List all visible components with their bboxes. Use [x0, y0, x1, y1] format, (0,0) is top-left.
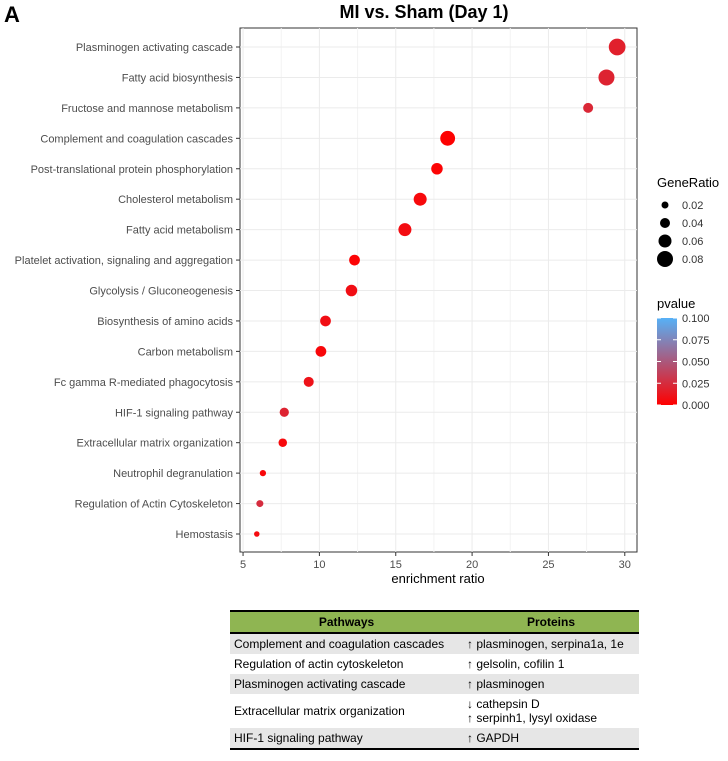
data-points	[254, 38, 626, 537]
proteins-cell: ↓ cathepsin D ↑ serpinh1, lysyl oxidase	[463, 694, 639, 728]
column-header-proteins: Proteins	[462, 610, 639, 634]
color-bar	[657, 318, 677, 405]
y-tick-label: Fc gamma R-mediated phagocytosis	[54, 377, 234, 389]
data-point	[279, 407, 289, 417]
y-tick-label: Plasminogen activating cascade	[76, 42, 233, 54]
proteins-cell: ↑ gelsolin, cofilin 1	[463, 654, 639, 674]
x-axis-label: enrichment ratio	[391, 571, 484, 586]
x-tick-label: 30	[619, 559, 631, 571]
data-point	[413, 192, 427, 206]
pathway-cell: Regulation of actin cytoskeleton	[234, 657, 404, 671]
protein-line: ↑ serpinh1, lysyl oxidase	[466, 711, 598, 725]
y-tick-label: Fatty acid metabolism	[126, 225, 233, 237]
protein-line: ↓ cathepsin D	[466, 697, 540, 711]
table-header-row: Pathways Proteins	[230, 610, 639, 634]
proteins-cell: ↑ plasminogen, serpina1a, 1e	[462, 633, 639, 654]
size-legend-label: 0.04	[682, 218, 703, 230]
proteins-cell: ↑ plasminogen	[462, 674, 639, 694]
size-legend-label: 0.02	[682, 200, 703, 212]
data-point	[303, 376, 314, 387]
y-tick-label: Post-translational protein phosphorylati…	[31, 164, 233, 176]
data-point	[315, 346, 327, 357]
y-tick-label: Fatty acid biosynthesis	[122, 72, 234, 84]
color-legend-label: 0.025	[682, 378, 710, 390]
size-legend: GeneRatio 0.02 0.04 0.06 0.08	[657, 175, 719, 267]
dot-plot: Plasminogen activating cascade Fatty acid…	[15, 27, 719, 586]
pathway-cell: HIF-1 signaling pathway	[230, 728, 463, 750]
y-tick-label: Extracellular matrix organization	[76, 438, 233, 450]
grid-lines	[240, 28, 637, 552]
table-row: Complement and coagulation cascades ↑ pla…	[230, 633, 639, 654]
color-legend-title: pvalue	[657, 296, 695, 311]
pathway-cell: Extracellular matrix organization	[234, 704, 405, 718]
y-tick-label: HIF-1 signaling pathway	[115, 407, 234, 419]
data-point	[254, 531, 260, 537]
protein-line: ↑ plasminogen	[466, 677, 545, 691]
data-point	[608, 38, 626, 56]
size-legend-label: 0.06	[682, 236, 703, 248]
data-point	[256, 500, 264, 508]
y-tick-labels: Plasminogen activating cascade Fatty acid…	[15, 42, 240, 541]
data-point	[349, 254, 360, 266]
size-legend-label: 0.08	[682, 254, 703, 266]
protein-line: ↑ plasminogen, serpina1a, 1e	[466, 637, 624, 651]
column-header-pathways: Pathways	[230, 610, 463, 634]
color-legend: pvalue 0.100 0.075 0.050 0.025 0.000	[657, 296, 710, 412]
chart-title: MI vs. Sham (Day 1)	[339, 2, 509, 22]
y-tick-label: Glycolysis / Gluconeogenesis	[89, 286, 233, 298]
x-tick-labels: 5 10 15 20 25 30	[240, 552, 631, 571]
y-tick-label: Regulation of Actin Cytoskeleton	[75, 499, 233, 511]
data-point	[440, 130, 456, 146]
size-legend-dot	[661, 201, 669, 209]
color-legend-label: 0.050	[682, 357, 710, 369]
color-legend-label: 0.075	[682, 335, 710, 347]
size-legend-dot	[660, 218, 670, 228]
y-tick-label: Platelet activation, signaling and aggre…	[15, 255, 233, 267]
table-row: HIF-1 signaling pathway ↑ GAPDH	[230, 728, 639, 750]
y-tick-label: Hemostasis	[176, 529, 234, 541]
color-legend-label: 0.000	[682, 400, 710, 412]
data-point	[598, 69, 615, 86]
data-point	[278, 438, 288, 447]
y-tick-label: Neutrophil degranulation	[113, 468, 233, 480]
size-legend-title: GeneRatio	[657, 175, 719, 190]
proteins-cell: ↑ GAPDH	[462, 728, 639, 750]
x-tick-label: 5	[240, 559, 246, 571]
table-row: Extracellular matrix organization ↓ cathe…	[230, 694, 639, 728]
x-tick-label: 15	[390, 559, 402, 571]
data-point	[259, 470, 267, 477]
pathway-cell: Complement and coagulation cascades	[230, 633, 463, 654]
protein-line: ↑ GAPDH	[466, 731, 519, 745]
data-point	[345, 284, 358, 297]
x-tick-label: 25	[542, 559, 554, 571]
table-row: Plasminogen activating cascade ↑ plasmino…	[230, 674, 639, 694]
y-tick-label: Biosynthesis of amino acids	[97, 316, 233, 328]
x-tick-label: 10	[313, 559, 325, 571]
data-point	[431, 163, 443, 175]
y-tick-label: Carbon metabolism	[138, 346, 233, 358]
size-legend-dot	[658, 234, 672, 248]
color-legend-label: 0.100	[682, 313, 710, 325]
data-point	[320, 315, 331, 327]
data-point	[583, 102, 594, 113]
panel-label: A	[4, 2, 20, 27]
x-tick-label: 20	[466, 559, 478, 571]
data-point	[398, 223, 412, 237]
pathway-table: Pathways Proteins Complement and coagula…	[230, 610, 639, 750]
y-tick-label: Complement and coagulation cascades	[40, 133, 233, 145]
y-tick-label: Fructose and mannose metabolism	[61, 103, 233, 115]
pathway-cell: Plasminogen activating cascade	[230, 674, 463, 694]
y-tick-label: Cholesterol metabolism	[118, 194, 233, 206]
size-legend-dot	[657, 251, 673, 267]
protein-line: ↑ gelsolin, cofilin 1	[466, 657, 565, 671]
table-row: Regulation of actin cytoskeleton ↑ gelsol…	[230, 654, 639, 674]
